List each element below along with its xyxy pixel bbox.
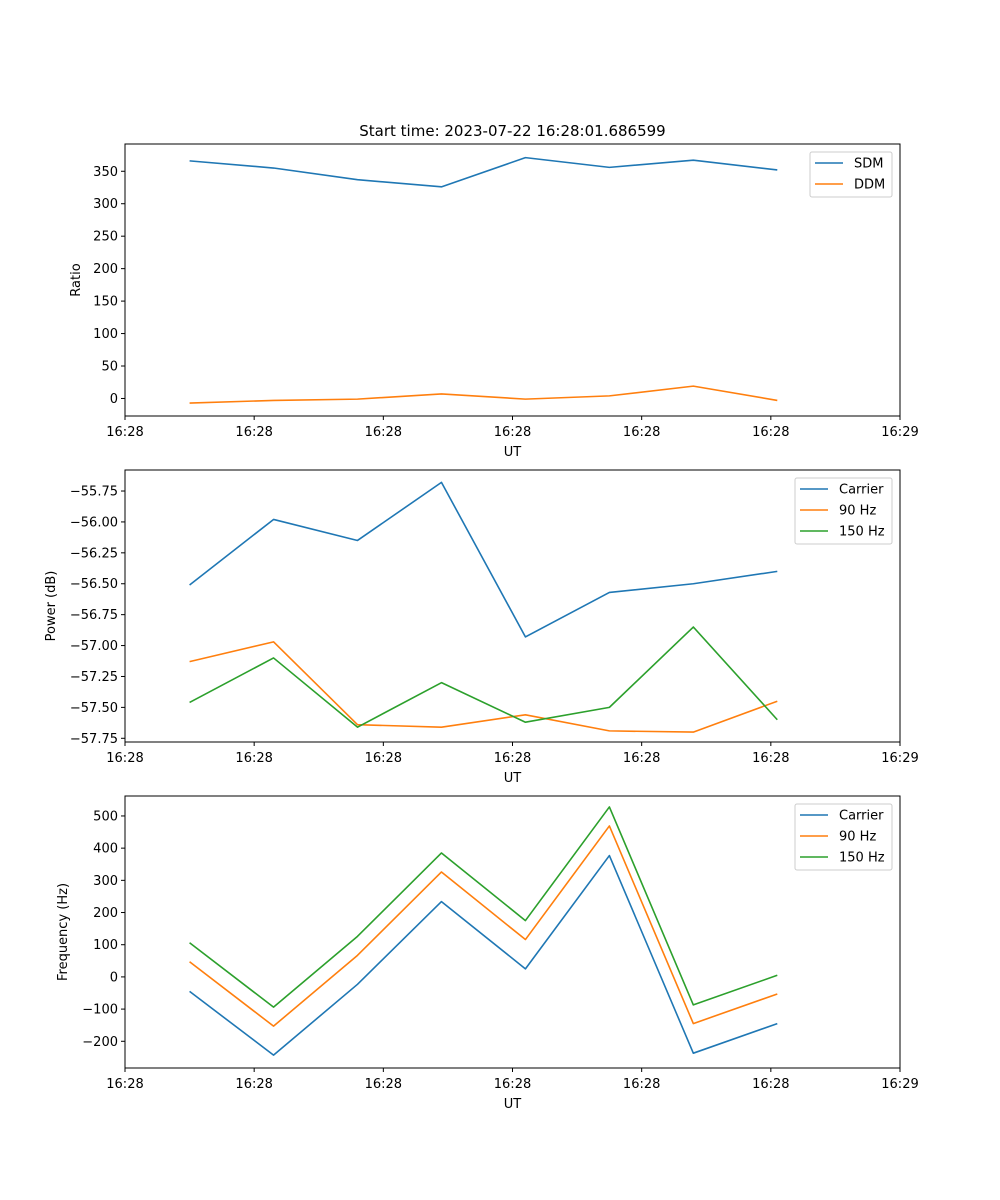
x-tick-label: 16:28 [365, 751, 402, 766]
y-tick-label: 50 [101, 360, 118, 375]
legend: Carrier 90 Hz 150 Hz [794, 477, 893, 545]
y-tick-label: 500 [93, 809, 118, 824]
x-axis-label: UT [504, 1097, 522, 1112]
chart-title: Start time: 2023-07-22 16:28:01.686599 [359, 122, 665, 140]
series-line-150-hz [189, 806, 778, 1008]
series-line-carrier [189, 481, 778, 638]
y-tick-label: −56.75 [70, 608, 118, 623]
x-tick-label: 16:28 [752, 1077, 789, 1092]
ratio-panel: Start time: 2023-07-22 16:28:01.686599 0… [69, 122, 919, 460]
x-tick-label: 16:28 [106, 1077, 143, 1092]
series-lines [189, 481, 778, 733]
y-axis-label: Power (dB) [44, 571, 59, 642]
series-line-sdm [189, 156, 778, 188]
legend-label: Carrier [839, 483, 884, 498]
legend-label: 150 Hz [839, 525, 885, 540]
legend-label: Carrier [839, 809, 884, 824]
y-tick-label: −200 [82, 1035, 118, 1050]
series-line-carrier [189, 854, 778, 1056]
x-axis: 16:28 16:28 16:28 16:28 16:28 16:28 16:29 [106, 1068, 919, 1092]
series-line-90-hz [189, 641, 778, 733]
legend-label: 90 Hz [839, 504, 876, 519]
series-lines [189, 806, 778, 1056]
x-tick-label: 16:29 [881, 1077, 918, 1092]
x-axis-label: UT [504, 771, 522, 786]
x-tick-label: 16:28 [494, 1077, 531, 1092]
legend-label: 150 Hz [839, 851, 885, 866]
y-tick-label: 300 [93, 197, 118, 212]
x-axis: 16:28 16:28 16:28 16:28 16:28 16:28 16:29 [106, 742, 919, 766]
y-tick-label: 200 [93, 262, 118, 277]
y-tick-label: 100 [93, 938, 118, 953]
y-axis: −200 −100 0 100 200 300 400 500 [82, 809, 125, 1050]
y-tick-label: −55.75 [70, 485, 118, 500]
y-axis-label: Ratio [69, 263, 84, 296]
y-tick-label: −56.50 [70, 577, 118, 592]
x-tick-label: 16:28 [106, 425, 143, 440]
x-tick-label: 16:28 [752, 751, 789, 766]
power-panel: −57.75 −57.50 −57.25 −57.00 −56.75 −56.50 −56.… [44, 469, 919, 786]
y-tick-label: 400 [93, 842, 118, 857]
y-tick-label: −57.75 [70, 732, 118, 747]
legend: SDM DDM [809, 151, 893, 198]
y-tick-label: −57.50 [70, 701, 118, 716]
y-axis: 0 50 100 150 200 250 300 350 [93, 165, 125, 407]
y-tick-label: 350 [93, 165, 118, 180]
x-tick-label: 16:28 [365, 425, 402, 440]
legend: Carrier 90 Hz 150 Hz [794, 803, 893, 871]
x-tick-label: 16:28 [623, 425, 660, 440]
x-tick-label: 16:28 [235, 425, 272, 440]
x-axis: 16:28 16:28 16:28 16:28 16:28 16:28 16:29 [106, 416, 919, 440]
x-tick-label: 16:28 [623, 1077, 660, 1092]
legend-box [794, 803, 893, 871]
x-tick-label: 16:28 [106, 751, 143, 766]
y-tick-label: 100 [93, 327, 118, 342]
y-tick-label: 200 [93, 906, 118, 921]
y-tick-label: 250 [93, 230, 118, 245]
x-axis-label: UT [504, 445, 522, 460]
y-tick-label: −100 [82, 1003, 118, 1018]
x-tick-label: 16:28 [365, 1077, 402, 1092]
series-line-150-hz [189, 626, 778, 728]
y-tick-label: −56.25 [70, 546, 118, 561]
y-tick-label: 0 [110, 970, 118, 985]
x-tick-label: 16:28 [623, 751, 660, 766]
x-tick-label: 16:28 [235, 751, 272, 766]
x-tick-label: 16:28 [752, 425, 789, 440]
y-tick-label: −57.25 [70, 670, 118, 685]
x-tick-label: 16:28 [494, 425, 531, 440]
legend-label: SDM [854, 157, 883, 172]
series-line-ddm [189, 385, 778, 404]
y-tick-label: 150 [93, 295, 118, 310]
x-tick-label: 16:28 [494, 751, 531, 766]
y-tick-label: 0 [110, 392, 118, 407]
legend-label: DDM [854, 178, 885, 193]
x-tick-label: 16:28 [235, 1077, 272, 1092]
y-tick-label: 300 [93, 874, 118, 889]
y-axis: −57.75 −57.50 −57.25 −57.00 −56.75 −56.50 −56.… [70, 485, 125, 747]
legend-label: 90 Hz [839, 830, 876, 845]
x-tick-label: 16:29 [881, 751, 918, 766]
y-tick-label: −57.00 [70, 639, 118, 654]
y-tick-label: −56.00 [70, 515, 118, 530]
y-axis-label: Frequency (Hz) [56, 883, 71, 981]
series-line-90-hz [189, 825, 778, 1027]
x-tick-label: 16:29 [881, 425, 918, 440]
legend-box [794, 477, 893, 545]
series-lines [189, 156, 778, 404]
